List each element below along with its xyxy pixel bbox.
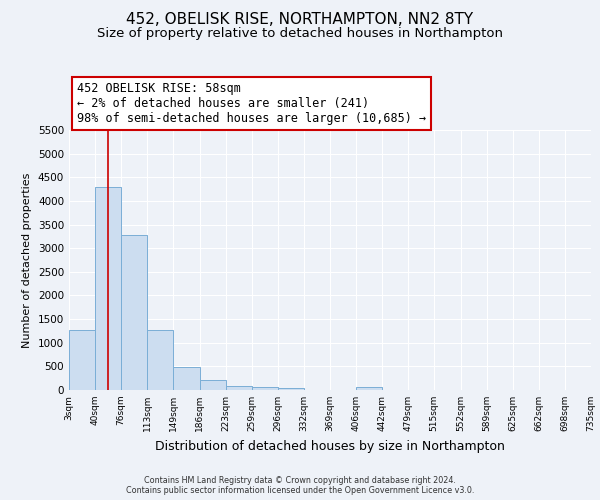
X-axis label: Distribution of detached houses by size in Northampton: Distribution of detached houses by size … [155,440,505,452]
Y-axis label: Number of detached properties: Number of detached properties [22,172,32,348]
Bar [121,236,148,390]
Bar [251,387,278,390]
Text: Contains public sector information licensed under the Open Government Licence v3: Contains public sector information licen… [126,486,474,495]
Bar [69,330,95,390]
Bar [199,380,226,390]
Bar [148,330,173,390]
Text: Contains HM Land Registry data © Crown copyright and database right 2024.: Contains HM Land Registry data © Crown c… [144,476,456,485]
Bar [356,388,382,390]
Text: 452 OBELISK RISE: 58sqm
← 2% of detached houses are smaller (241)
98% of semi-de: 452 OBELISK RISE: 58sqm ← 2% of detached… [77,82,426,125]
Bar [278,388,304,390]
Bar [95,186,121,390]
Bar [173,368,199,390]
Bar [226,386,251,390]
Text: 452, OBELISK RISE, NORTHAMPTON, NN2 8TY: 452, OBELISK RISE, NORTHAMPTON, NN2 8TY [127,12,473,28]
Text: Size of property relative to detached houses in Northampton: Size of property relative to detached ho… [97,28,503,40]
